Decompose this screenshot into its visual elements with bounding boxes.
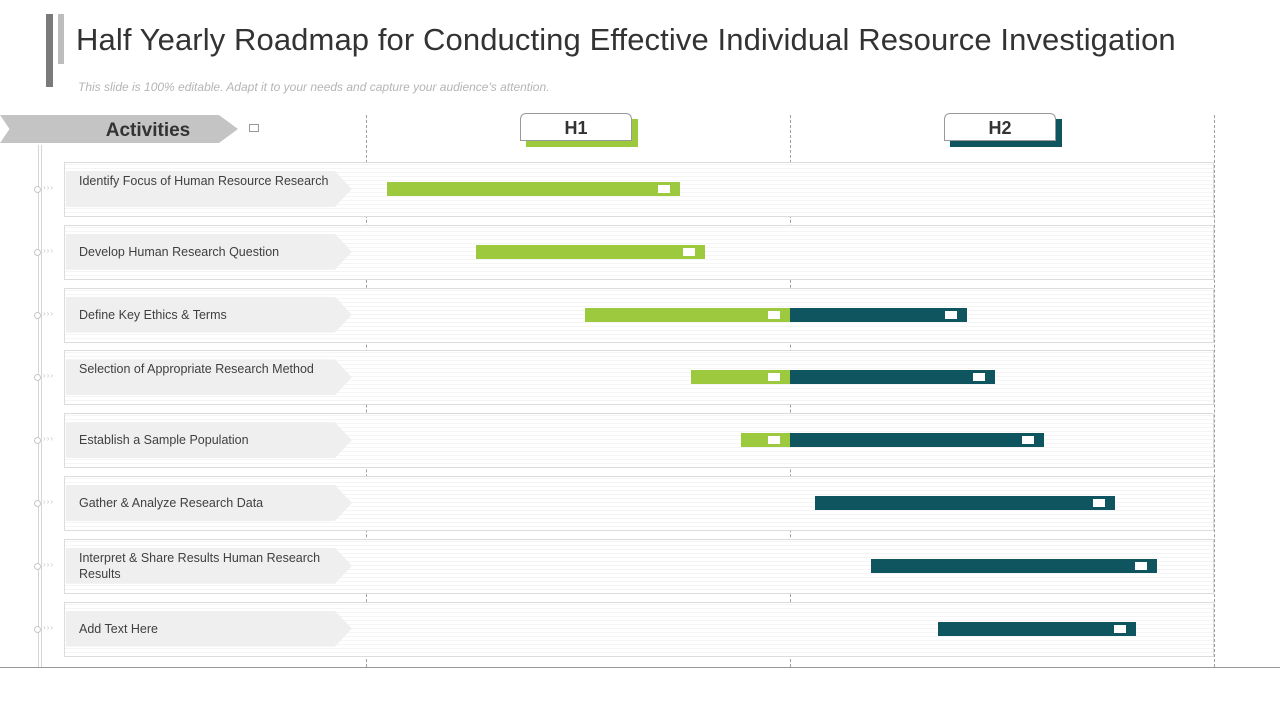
bar-end-marker bbox=[683, 247, 696, 256]
gantt-bar-h1 bbox=[387, 182, 681, 196]
bar-end-marker bbox=[768, 310, 780, 319]
page-subtitle: This slide is 100% editable. Adapt it to… bbox=[78, 80, 550, 94]
activity-label: Establish a Sample Population bbox=[79, 433, 249, 448]
bottom-divider bbox=[0, 667, 1280, 668]
title-accent-bar-light bbox=[58, 14, 64, 64]
activity-label: Add Text Here bbox=[79, 621, 158, 636]
activity-arrow-box bbox=[66, 422, 352, 459]
period-label: H2 bbox=[944, 113, 1056, 141]
bar-end-marker bbox=[658, 185, 671, 193]
gantt-bar-h1 bbox=[475, 244, 706, 259]
period-tab-h2: H2 bbox=[944, 113, 1062, 147]
bar-end-marker bbox=[768, 436, 780, 445]
period-label: H1 bbox=[520, 113, 632, 141]
bar-end-marker bbox=[944, 310, 957, 319]
activity-arrow-box bbox=[66, 359, 352, 396]
bar-end-marker bbox=[768, 373, 780, 382]
activity-label: Selection of Appropriate Research Method bbox=[79, 362, 314, 377]
chevron-right-icon: ››› bbox=[43, 434, 54, 444]
timeline-node-icon bbox=[34, 311, 41, 319]
gantt-bar-h2 bbox=[790, 433, 1045, 448]
period-divider-line bbox=[1214, 115, 1215, 667]
bar-end-marker bbox=[1093, 499, 1106, 507]
page-title: Half Yearly Roadmap for Conducting Effec… bbox=[76, 22, 1176, 57]
timeline-node-icon bbox=[34, 500, 41, 507]
bar-end-marker bbox=[972, 373, 985, 382]
activity-label: Identify Focus of Human Resource Researc… bbox=[79, 174, 329, 188]
period-tab-h1: H1 bbox=[520, 113, 638, 147]
timeline-node-icon bbox=[34, 562, 41, 570]
checkbox-icon bbox=[249, 124, 259, 132]
timeline-node-icon bbox=[34, 625, 41, 633]
chevron-right-icon: ››› bbox=[43, 308, 54, 318]
activity-arrow-box bbox=[66, 547, 352, 584]
activity-arrow-box bbox=[66, 485, 352, 521]
bar-end-marker bbox=[1022, 436, 1035, 445]
gantt-bar-h1 bbox=[740, 433, 790, 448]
gantt-bar-h2 bbox=[814, 496, 1116, 510]
timeline-vertical-line bbox=[38, 145, 42, 667]
activity-label: Gather & Analyze Research Data bbox=[79, 496, 264, 510]
timeline-node-icon bbox=[34, 248, 41, 256]
gantt-bar-h2 bbox=[790, 307, 967, 322]
activity-label: Develop Human Research Question bbox=[79, 244, 280, 259]
title-accent-bar bbox=[46, 14, 53, 87]
timeline-node-icon bbox=[34, 186, 41, 193]
chevron-right-icon: ››› bbox=[43, 622, 54, 632]
activity-label: Interpret & Share Results Human Research… bbox=[79, 550, 321, 581]
chevron-right-icon: ››› bbox=[43, 497, 54, 506]
activities-header-label: Activities bbox=[105, 120, 191, 141]
chevron-right-icon: ››› bbox=[43, 559, 54, 569]
activity-arrow-box bbox=[66, 296, 352, 333]
timeline-node-icon bbox=[34, 374, 41, 382]
chevron-right-icon: ››› bbox=[43, 183, 54, 192]
activity-arrow-box bbox=[66, 233, 352, 270]
gantt-bar-h1 bbox=[585, 307, 790, 322]
chevron-right-icon: ››› bbox=[43, 371, 54, 381]
gantt-bar-h2 bbox=[938, 621, 1137, 636]
bar-end-marker bbox=[1135, 561, 1148, 570]
gantt-bar-h2 bbox=[871, 558, 1158, 573]
activities-header-arrow bbox=[0, 115, 238, 143]
bar-end-marker bbox=[1114, 624, 1127, 633]
gantt-bar-h2 bbox=[790, 370, 995, 385]
gantt-bar-h1 bbox=[691, 370, 790, 385]
timeline-node-icon bbox=[34, 437, 41, 445]
chevron-right-icon: ››› bbox=[43, 245, 54, 255]
activity-arrow-box bbox=[66, 610, 352, 647]
activity-arrow-box bbox=[66, 171, 352, 207]
activity-label: Define Key Ethics & Terms bbox=[79, 307, 227, 322]
